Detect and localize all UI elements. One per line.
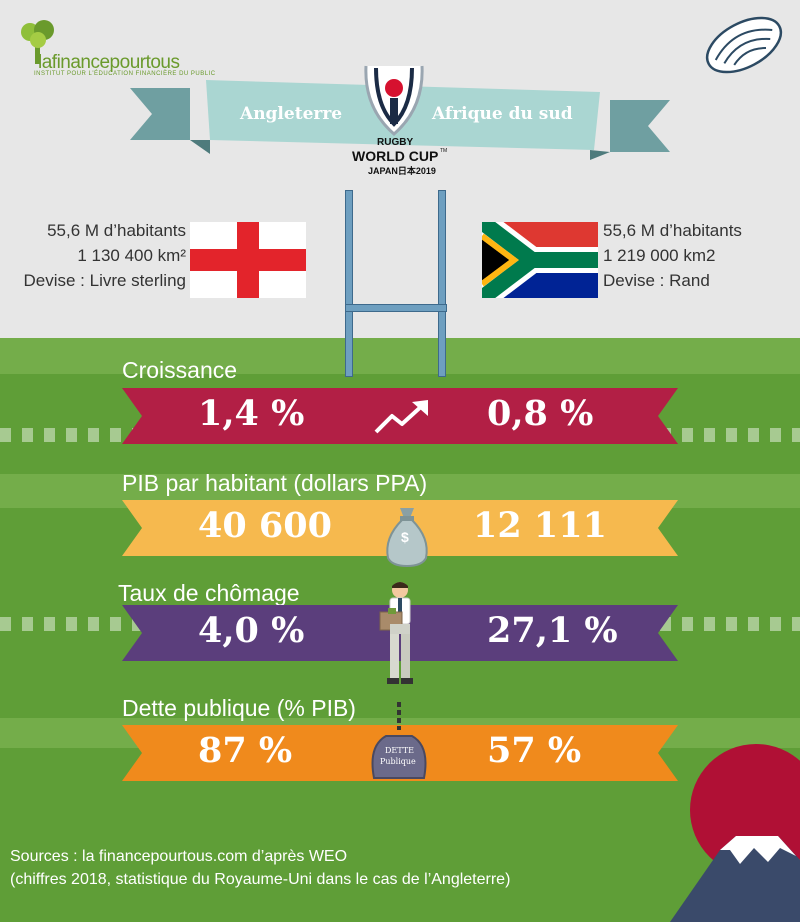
brand-tagline: INSTITUT POUR L'ÉDUCATION FINANCIÈRE DU … [34, 71, 216, 77]
money-bag-symbol: $ [401, 529, 409, 545]
rwc-line2: WORLD CUP [352, 148, 439, 164]
goal-post-right [438, 190, 446, 377]
debt-weight-icon [371, 702, 427, 779]
growth-england-value: 1,4 % [198, 393, 305, 434]
mount-fuji-sun-illustration [670, 744, 800, 922]
rugby-ball-icon [705, 16, 783, 74]
south-africa-area: 1 219 000 km2 [603, 246, 716, 265]
england-flag-icon [190, 222, 306, 298]
brand-name: lafinancepourtous [38, 52, 180, 73]
stat-label-debt: Dette publique (% PIB) [122, 695, 356, 721]
england-population: 55,6 M d’habitants [47, 221, 186, 240]
south-africa-currency: Devise : Rand [603, 271, 710, 290]
england-area: 1 130 400 km² [77, 246, 186, 265]
england-info: 55,6 M d’habitants 1 130 400 km² Devise … [23, 218, 186, 293]
gdp-south-africa-value: 12 111 [473, 505, 607, 546]
unemployment-england-value: 4,0 % [198, 610, 305, 651]
tree-logo-icon [21, 20, 54, 64]
sources-line-2: (chiffres 2018, statistique du Royaume-U… [10, 871, 511, 888]
south-africa-flag-icon [482, 222, 598, 298]
unemployed-man-icon [379, 582, 413, 684]
england-currency: Devise : Livre sterling [23, 271, 186, 290]
growth-south-africa-value: 0,8 % [487, 393, 594, 434]
stat-band-growth [122, 388, 678, 444]
rwc-tm: TM [440, 148, 448, 154]
unemployment-south-africa-value: 27,1 % [487, 610, 618, 651]
sources-line-1: Sources : la financepourtous.com d’après… [10, 848, 348, 865]
rwc-line1: RUGBY [377, 137, 414, 148]
stat-label-gdp: PIB par habitant (dollars PPA) [122, 470, 428, 496]
money-bag-icon [386, 508, 428, 568]
trend-up-arrow-icon [374, 400, 428, 434]
south-africa-info: 55,6 M d’habitants 1 219 000 km2 Devise … [603, 218, 742, 293]
goal-post-left [345, 190, 353, 377]
debt-icon-label-2: Publique [380, 757, 416, 766]
field-stripe [0, 338, 800, 374]
banner-england: Angleterre [240, 104, 343, 124]
gdp-england-value: 40 600 [198, 505, 332, 546]
south-africa-population: 55,6 M d’habitants [603, 221, 742, 240]
debt-icon-label-1: DETTE [385, 746, 414, 755]
sky-background [0, 0, 800, 338]
debt-south-africa-value: 57 % [487, 730, 582, 771]
stat-label-growth: Croissance [122, 357, 238, 383]
rwc-line3: JAPAN日本2019 [368, 166, 436, 176]
banner-south-africa: Afrique du sud [432, 104, 573, 124]
goal-crossbar [345, 304, 447, 312]
stat-label-unemployment: Taux de chômage [118, 580, 300, 606]
debt-england-value: 87 % [198, 730, 293, 771]
world-cup-trophy-icon [364, 65, 424, 136]
